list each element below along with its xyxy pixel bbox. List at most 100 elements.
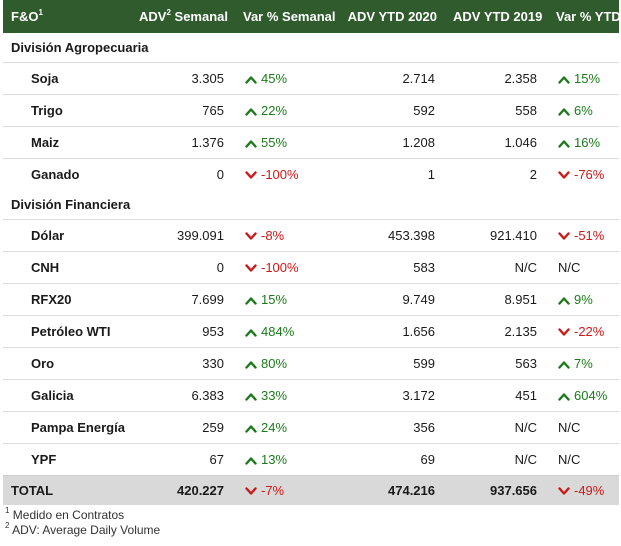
table-row: Galicia 6.383 33% 3.172 451 604% <box>3 378 619 411</box>
total-row: TOTAL 420.227 -7% 474.216 937.656 -49% <box>3 474 619 505</box>
adv-semanal: 1.376 <box>131 125 234 158</box>
adv-ytd-2020: 453.398 <box>339 218 445 251</box>
table-header: F&O1 ADV2 Semanal Var % Semanal ADV YTD … <box>3 0 621 33</box>
adv-ytd-2019: 937.656 <box>445 474 547 505</box>
var-semanal: 13% <box>234 442 339 475</box>
arrow-up-icon <box>245 139 257 148</box>
footnote-text: Medido en Contratos <box>9 508 125 522</box>
adv-ytd-2019: N/C <box>445 250 547 283</box>
instrument-name: Dólar <box>3 218 131 251</box>
instrument-name: CNH <box>3 250 131 283</box>
var-ytd: N/C <box>547 410 619 443</box>
volume-table: F&O1 ADV2 Semanal Var % Semanal ADV YTD … <box>3 0 621 505</box>
instrument-name: Trigo <box>3 93 131 126</box>
adv-ytd-2019: 2.358 <box>445 61 547 94</box>
var-semanal-value: 33% <box>261 387 288 403</box>
section-title: División Agropecuaria <box>11 39 149 55</box>
var-ytd: 604% <box>547 378 619 411</box>
section-row: División Agropecuaria <box>3 33 619 62</box>
var-semanal-value: 24% <box>261 419 288 435</box>
var-semanal: 484% <box>234 314 339 347</box>
adv-semanal: 6.383 <box>131 378 234 411</box>
arrow-up-icon <box>245 296 257 305</box>
arrow-up-icon <box>558 139 570 148</box>
var-semanal: 22% <box>234 93 339 126</box>
table-row: Dólar 399.091 -8% 453.398 921.410 -51% <box>3 218 619 251</box>
footnote-marker: 2 <box>5 521 10 530</box>
var-ytd-value: N/C <box>558 451 581 467</box>
var-semanal: -7% <box>234 474 339 505</box>
adv-ytd-2020: 69 <box>339 442 445 475</box>
section-row: División Financiera <box>3 190 619 219</box>
var-ytd-value: 9% <box>574 291 593 307</box>
table-row: Pampa Energía 259 24% 356 N/C N/C <box>3 410 619 443</box>
adv-ytd-2019: 2 <box>445 157 547 190</box>
var-ytd: -51% <box>547 218 619 251</box>
var-semanal: -100% <box>234 157 339 190</box>
adv-ytd-2019: 451 <box>445 378 547 411</box>
header-var-semanal: Var % Semanal <box>243 9 336 24</box>
header-adv-semanal: ADV2 Semanal <box>139 7 228 24</box>
var-semanal-value: 80% <box>261 355 288 371</box>
var-ytd: N/C <box>547 250 619 283</box>
arrow-up-icon <box>245 392 257 401</box>
table-row: Petróleo WTI 953 484% 1.656 2.135 -22% <box>3 314 619 347</box>
var-ytd-value: 7% <box>574 355 593 371</box>
adv-semanal: 420.227 <box>131 474 234 505</box>
var-ytd-value: 604% <box>574 387 608 403</box>
var-semanal-value: 22% <box>261 102 288 118</box>
footnote: 2 ADV: Average Daily Volume <box>5 521 621 538</box>
var-semanal-value: -7% <box>261 482 285 498</box>
var-semanal: 15% <box>234 282 339 315</box>
var-ytd: 15% <box>547 61 619 94</box>
adv-semanal: 953 <box>131 314 234 347</box>
table-row: Maiz 1.376 55% 1.208 1.046 16% <box>3 125 619 158</box>
arrow-down-icon <box>245 487 257 496</box>
table-row: YPF 67 13% 69 N/C N/C <box>3 442 619 475</box>
instrument-name: Petróleo WTI <box>3 314 131 347</box>
var-semanal: 45% <box>234 61 339 94</box>
var-ytd-value: N/C <box>558 419 581 435</box>
adv-semanal: 0 <box>131 250 234 283</box>
var-semanal: -100% <box>234 250 339 283</box>
var-semanal-value: 484% <box>261 323 295 339</box>
arrow-up-icon <box>558 75 570 84</box>
var-ytd-value: -51% <box>574 227 605 243</box>
var-semanal: 55% <box>234 125 339 158</box>
adv-ytd-2020: 1 <box>339 157 445 190</box>
arrow-up-icon <box>245 360 257 369</box>
adv-semanal: 259 <box>131 410 234 443</box>
adv-ytd-2020: 474.216 <box>339 474 445 505</box>
arrow-up-icon <box>245 424 257 433</box>
var-ytd-value: N/C <box>558 259 581 275</box>
adv-ytd-2020: 599 <box>339 346 445 379</box>
adv-ytd-2019: 1.046 <box>445 125 547 158</box>
var-ytd: 6% <box>547 93 619 126</box>
var-semanal-value: -100% <box>261 259 299 275</box>
var-ytd: 16% <box>547 125 619 158</box>
adv-ytd-2020: 583 <box>339 250 445 283</box>
adv-semanal: 7.699 <box>131 282 234 315</box>
var-semanal-value: 15% <box>261 291 288 307</box>
arrow-down-icon <box>558 231 570 241</box>
adv-ytd-2020: 592 <box>339 93 445 126</box>
adv-ytd-2019: 563 <box>445 346 547 379</box>
adv-semanal: 67 <box>131 442 234 475</box>
var-ytd: -76% <box>547 157 619 190</box>
adv-semanal: 765 <box>131 93 234 126</box>
adv-ytd-2020: 356 <box>339 410 445 443</box>
table-row: Ganado 0 -100% 1 2 -76% <box>3 157 619 190</box>
header-var-ytd: Var % YTD <box>556 9 621 24</box>
var-semanal-value: 13% <box>261 451 288 467</box>
var-ytd-value: 15% <box>574 70 601 86</box>
instrument-name: Pampa Energía <box>3 410 131 443</box>
arrow-up-icon <box>245 328 257 337</box>
footnotes: 1 Medido en Contratos 2 ADV: Average Dail… <box>0 507 621 538</box>
arrow-up-icon <box>558 107 570 116</box>
instrument-name: Soja <box>3 61 131 94</box>
arrow-down-icon <box>558 171 570 180</box>
adv-ytd-2019: 558 <box>445 93 547 126</box>
adv-ytd-2019: 921.410 <box>445 218 547 251</box>
table-row: Oro 330 80% 599 563 7% <box>3 346 619 379</box>
